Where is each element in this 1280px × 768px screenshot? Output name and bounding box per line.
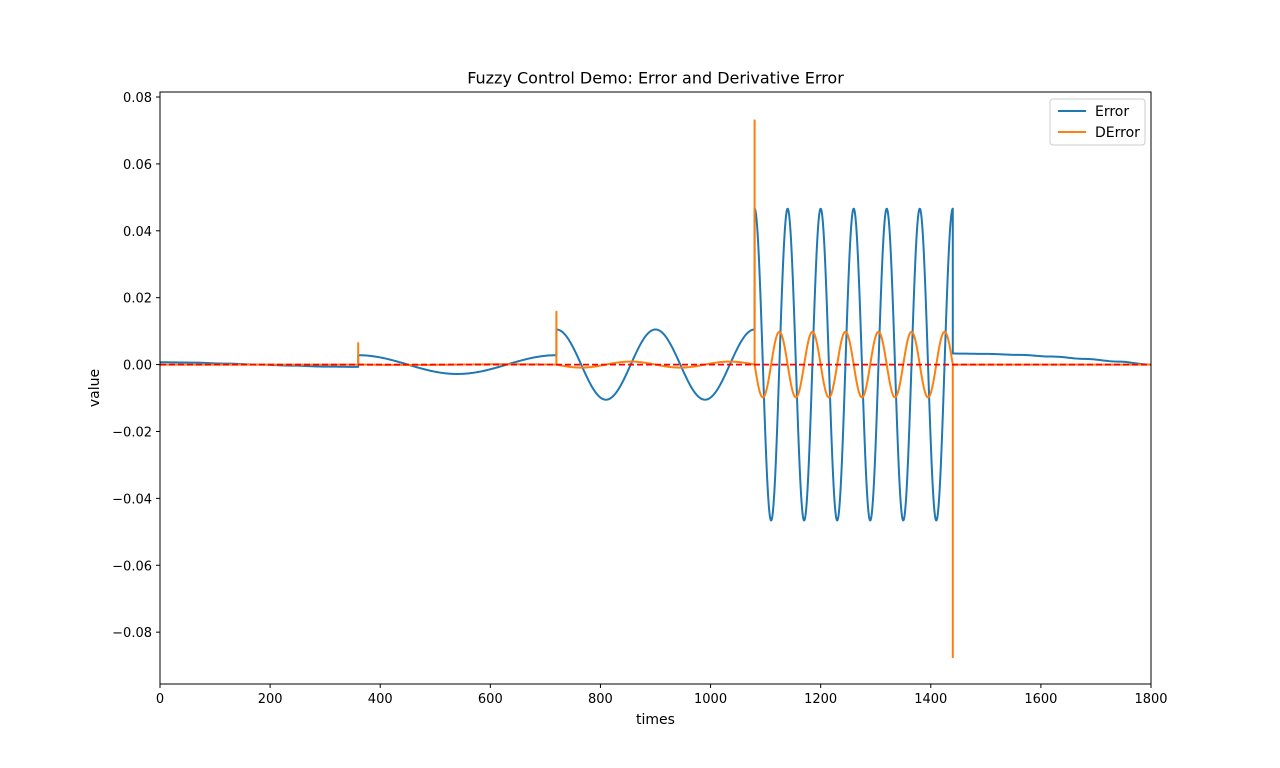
x-tick-label: 0 xyxy=(156,692,164,707)
legend-label-derror: DError xyxy=(1095,125,1140,141)
x-tick-label: 600 xyxy=(478,692,503,707)
y-axis-label: value xyxy=(87,369,103,407)
chart-title: Fuzzy Control Demo: Error and Derivative… xyxy=(467,69,844,88)
plot-border xyxy=(159,91,1152,685)
x-tick-label: 1000 xyxy=(694,692,727,707)
y-axis: 0.08 0.06 0.04 0.02 0.00 −0.02 −0.04 −0.06 −0.08 xyxy=(112,91,160,641)
plot-area xyxy=(159,91,1152,685)
y-tick-label: 0.04 xyxy=(123,225,152,240)
x-tick-label: 400 xyxy=(368,692,393,707)
legend-label-error: Error xyxy=(1095,104,1129,120)
x-tick-label: 1200 xyxy=(804,692,837,707)
y-tick-label: −0.06 xyxy=(112,559,152,574)
x-tick-label: 1800 xyxy=(1134,692,1167,707)
x-tick-label: 1400 xyxy=(914,692,947,707)
x-tick-label: 200 xyxy=(258,692,283,707)
x-tick-label: 800 xyxy=(588,692,613,707)
y-tick-label: −0.02 xyxy=(112,425,152,440)
series-line-error xyxy=(160,207,1152,522)
x-axis: 0 200 400 600 800 1000 1200 1400 1600 1800 xyxy=(156,684,1168,707)
x-axis-label: times xyxy=(636,712,675,728)
y-tick-label: 0.08 xyxy=(123,91,152,106)
y-tick-label: −0.04 xyxy=(112,492,152,507)
y-tick-label: 0.06 xyxy=(123,158,152,173)
y-tick-label: 0.00 xyxy=(123,359,152,374)
y-tick-label: 0.02 xyxy=(123,292,152,307)
x-tick-label: 1600 xyxy=(1024,692,1057,707)
y-tick-label: −0.08 xyxy=(112,626,152,641)
plot-frame xyxy=(160,92,1151,684)
legend: Error DError xyxy=(1049,98,1146,146)
